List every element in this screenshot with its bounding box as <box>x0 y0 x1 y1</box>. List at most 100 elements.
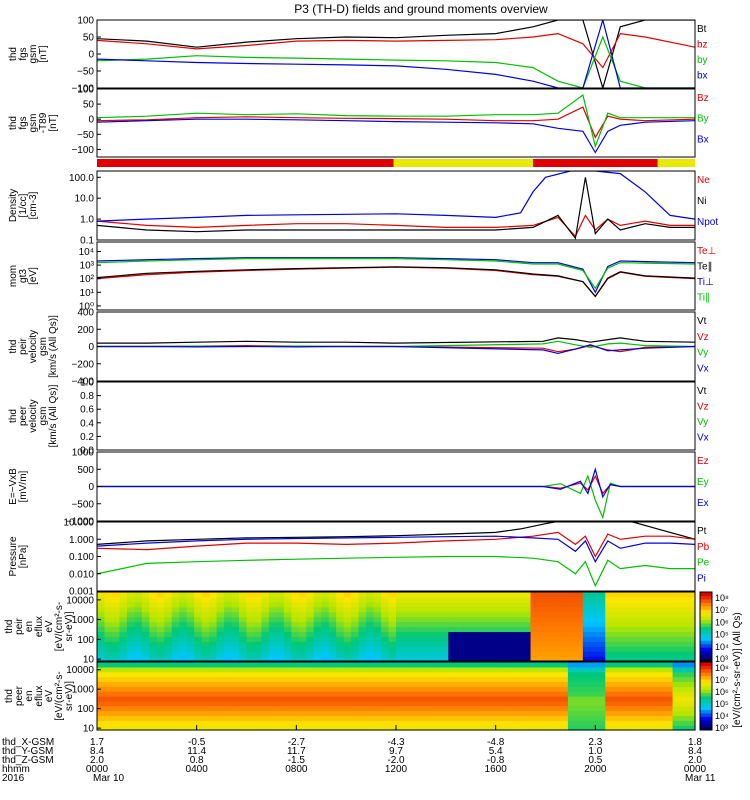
spectrogram-cell <box>687 596 696 603</box>
spectrogram-cell <box>156 621 165 628</box>
spectrogram-cell <box>425 592 434 598</box>
spectrogram-cell <box>134 651 143 657</box>
spectrogram-cell <box>440 705 449 712</box>
spectrogram-cell <box>575 720 584 726</box>
spectrogram-cell <box>328 700 337 707</box>
spectrogram-cell <box>433 662 442 668</box>
spectrogram-cell <box>657 606 666 613</box>
spectrogram-cell <box>403 606 412 613</box>
spectrogram-cell <box>590 621 599 628</box>
spectrogram-cell <box>538 720 547 726</box>
spectrogram-cell <box>366 666 375 673</box>
spectrogram-cell <box>448 636 457 642</box>
spectrogram-cell <box>358 636 367 642</box>
spectrogram-cell <box>313 720 322 726</box>
spectrogram-cell <box>268 636 277 642</box>
spectrogram-cell <box>448 715 457 721</box>
spectrogram-cell <box>635 710 644 717</box>
spectrogram-cell <box>97 705 106 712</box>
spectrogram-cell <box>276 686 285 692</box>
spectrogram-cell <box>231 715 240 721</box>
spectrogram-cell <box>403 611 412 618</box>
x-tick-label: 11.7 <box>287 746 306 757</box>
spectrogram-cell <box>328 656 337 662</box>
spectrogram-cell <box>298 636 307 642</box>
spectrogram-cell <box>485 700 494 707</box>
spectrogram-cell <box>328 715 337 721</box>
spectrogram-cell <box>687 656 696 662</box>
spectrogram-cell <box>321 606 330 613</box>
spectrogram-cell <box>515 611 524 618</box>
spectrogram-cell <box>515 691 524 697</box>
spectrogram-cell <box>253 592 263 598</box>
spectrogram-cell <box>291 656 300 662</box>
spectrogram-cell <box>620 676 629 683</box>
spectrogram-cell <box>261 606 270 613</box>
spectrogram-cell <box>455 705 464 712</box>
x-tick-label: 11.4 <box>187 746 206 757</box>
spectrogram-cell <box>246 601 255 608</box>
spectrogram-cell <box>97 592 106 598</box>
spectrogram-cell <box>605 710 614 717</box>
spectrogram-cell <box>328 710 337 717</box>
legend-entry: Npot <box>697 217 718 228</box>
spectrogram-cell <box>336 691 345 697</box>
spectrogram-cell <box>508 626 517 633</box>
y-tick-label: 0.1 <box>80 236 94 247</box>
spectrogram-cell <box>388 646 397 652</box>
spectrogram-cell <box>373 725 382 731</box>
spectrogram-cell <box>268 720 277 726</box>
spectrogram-cell <box>194 636 203 642</box>
spectrogram-cell <box>246 636 255 642</box>
spectrogram-cell <box>149 606 158 613</box>
spectrogram-cell <box>216 641 225 647</box>
y-tick-label: −500 <box>71 499 94 510</box>
spectrogram-cell <box>650 611 659 618</box>
spectrogram-cell <box>627 725 636 731</box>
spectrogram-cell <box>680 691 689 697</box>
spectrogram-cell <box>388 656 397 662</box>
spectrogram-cell <box>680 705 689 712</box>
spectrogram-cell <box>119 616 128 623</box>
spectrogram-cell <box>388 592 397 598</box>
spectrogram-cell <box>523 686 532 692</box>
spectrogram-cell <box>119 626 128 633</box>
spectrogram-cell <box>231 681 240 687</box>
spectrogram-cell <box>97 666 106 673</box>
x-tick-label: 8.4 <box>688 746 702 757</box>
spectrogram-cell <box>552 710 562 717</box>
spectrogram-cell <box>111 666 121 673</box>
spectrogram-cell <box>590 700 599 707</box>
spectrogram-cell <box>171 636 180 642</box>
spectrogram-cell <box>366 700 375 707</box>
spectrogram-cell <box>485 601 494 608</box>
spectrogram-cell <box>97 601 106 608</box>
spectrogram-cell <box>246 681 255 687</box>
spectrogram-cell <box>209 681 218 687</box>
colorbar-cell <box>700 696 712 700</box>
series-group <box>97 93 695 154</box>
spectrogram-cell <box>396 666 405 673</box>
series-line-Bt <box>97 20 695 88</box>
spectrogram-cell <box>253 601 263 608</box>
spectrogram-cell <box>523 646 532 652</box>
spectrogram-cell <box>478 656 487 662</box>
spectrogram-cell <box>455 641 464 647</box>
spectrogram-cell <box>321 705 330 712</box>
spectrogram-cell <box>672 662 681 668</box>
spectrogram-cell <box>597 725 606 731</box>
spectrogram-cell <box>433 616 442 623</box>
spectrogram-cell <box>635 601 644 608</box>
spectrogram-cell <box>194 662 203 668</box>
spectrogram-cell <box>283 631 292 637</box>
spectrogram-cell <box>523 626 532 633</box>
spectrogram-cell <box>410 626 420 633</box>
spectrogram-cell <box>298 705 307 712</box>
spectrogram-cell <box>291 611 300 618</box>
spectrogram-cell <box>493 631 502 637</box>
spectrogram-cell <box>171 641 180 647</box>
spectrogram-cell <box>388 636 397 642</box>
spectrogram-cell <box>291 646 300 652</box>
spectrogram-cell <box>433 700 442 707</box>
spectrogram-cell <box>336 611 345 618</box>
